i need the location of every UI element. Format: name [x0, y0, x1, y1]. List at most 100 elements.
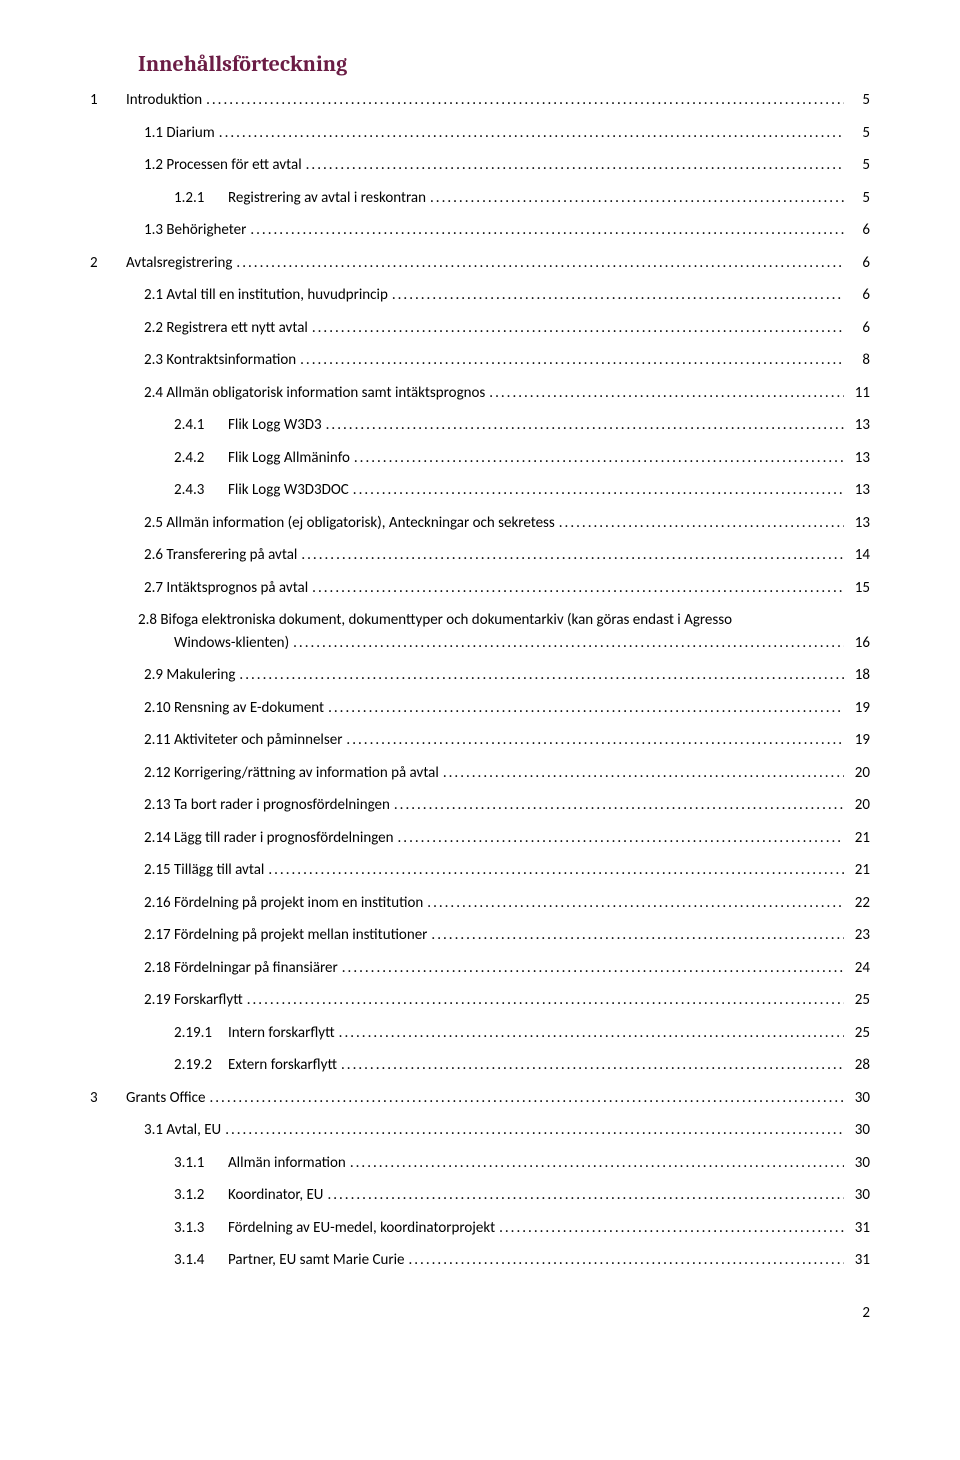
toc-entry-label: 2.19 Forskarflytt: [144, 989, 243, 1012]
toc-leader: [341, 1054, 844, 1077]
toc-leader: [236, 252, 844, 275]
toc-entry[interactable]: 2.14 Lägg till rader i prognosfördelning…: [90, 827, 870, 850]
toc-entry[interactable]: 1.2.1Registrering av avtal i reskontran5: [90, 187, 870, 210]
toc-leader: [268, 859, 844, 882]
toc-container: 1Introduktion51.1 Diarium51.2 Processen …: [90, 89, 870, 1272]
toc-entry-number: 1.2.1: [174, 187, 222, 210]
toc-entry-page: 5: [848, 187, 870, 210]
toc-entry-label: 2.9 Makulering: [144, 664, 235, 687]
toc-entry[interactable]: 2.4 Allmän obligatorisk information samt…: [90, 382, 870, 405]
toc-leader: [300, 349, 844, 372]
toc-entry[interactable]: 2.8 Bifoga elektroniska dokument, dokume…: [90, 609, 870, 654]
toc-entry-label: 1.2 Processen för ett avtal: [144, 154, 302, 177]
toc-entry-label: 2.14 Lägg till rader i prognosfördelning…: [144, 827, 394, 850]
toc-entry-label: Introduktion: [126, 89, 202, 112]
toc-entry-label: Intern forskarflytt: [228, 1022, 335, 1045]
toc-leader: [342, 957, 844, 980]
toc-leader: [354, 447, 844, 470]
toc-leader: [392, 284, 844, 307]
toc-entry[interactable]: 2.2 Registrera ett nytt avtal6: [90, 317, 870, 340]
toc-entry[interactable]: 2.4.3Flik Logg W3D3DOC13: [90, 479, 870, 502]
toc-entry-page: 21: [848, 859, 870, 882]
toc-entry[interactable]: 2.3 Kontraktsinformation8: [90, 349, 870, 372]
toc-entry[interactable]: 2Avtalsregistrering6: [90, 252, 870, 275]
toc-leader: [327, 1184, 844, 1207]
toc-entry[interactable]: 2.10 Rensning av E-dokument 19: [90, 697, 870, 720]
toc-entry-page: 30: [848, 1087, 870, 1110]
toc-entry[interactable]: 2.12 Korrigering/rättning av information…: [90, 762, 870, 785]
toc-entry[interactable]: 2.11 Aktiviteter och påminnelser19: [90, 729, 870, 752]
toc-entry-page: 18: [848, 664, 870, 687]
toc-entry[interactable]: 1.3 Behörigheter6: [90, 219, 870, 242]
toc-entry-page: 31: [848, 1217, 870, 1240]
toc-entry-label: 2.7 Intäktsprognos på avtal: [144, 577, 308, 600]
toc-entry-label: Avtalsregistrering: [126, 252, 232, 275]
toc-entry[interactable]: 3.1.2 Koordinator, EU 30: [90, 1184, 870, 1207]
toc-entry[interactable]: 3.1.4Partner, EU samt Marie Curie31: [90, 1249, 870, 1272]
toc-entry[interactable]: 2.4.2Flik Logg Allmäninfo13: [90, 447, 870, 470]
toc-entry-number: 3.1.2: [174, 1184, 222, 1207]
toc-leader: [394, 794, 844, 817]
toc-leader: [301, 544, 844, 567]
toc-entry-page: 20: [848, 794, 870, 817]
toc-entry-number: 2: [90, 252, 108, 275]
toc-entry-label: 2.1 Avtal till en institution, huvudprin…: [144, 284, 388, 307]
toc-leader: [398, 827, 845, 850]
toc-entry-number: 3.1.4: [174, 1249, 222, 1272]
toc-entry-label: 2.10 Rensning av E-dokument: [144, 697, 324, 720]
toc-entry-number: 3: [90, 1087, 108, 1110]
toc-entry-label: 2.3 Kontraktsinformation: [144, 349, 296, 372]
toc-entry-label: 2.6 Transferering på avtal: [144, 544, 297, 567]
toc-entry-label: 2.18 Fördelningar på finansiärer: [144, 957, 338, 980]
toc-entry[interactable]: 2.15 Tillägg till avtal21: [90, 859, 870, 882]
toc-entry[interactable]: 2.9 Makulering 18: [90, 664, 870, 687]
toc-entry-label: Grants Office: [126, 1087, 205, 1110]
toc-entry-label: Flik Logg W3D3: [228, 414, 322, 437]
toc-entry[interactable]: 3 Grants Office 30: [90, 1087, 870, 1110]
toc-entry[interactable]: 1.1 Diarium5: [90, 122, 870, 145]
toc-leader: [250, 219, 844, 242]
toc-leader: [225, 1119, 844, 1142]
toc-entry-number: 2.4.2: [174, 447, 222, 470]
toc-entry[interactable]: 3.1 Avtal, EU30: [90, 1119, 870, 1142]
toc-entry-page: 30: [848, 1184, 870, 1207]
toc-entry[interactable]: 2.5 Allmän information (ej obligatorisk)…: [90, 512, 870, 535]
toc-entry-page: 25: [848, 989, 870, 1012]
toc-entry-label: Extern forskarflytt: [228, 1054, 337, 1077]
toc-entry-label: 2.4 Allmän obligatorisk information samt…: [144, 382, 485, 405]
toc-entry[interactable]: 2.7 Intäktsprognos på avtal15: [90, 577, 870, 600]
toc-entry[interactable]: 2.17 Fördelning på projekt mellan instit…: [90, 924, 870, 947]
toc-entry[interactable]: 2.18 Fördelningar på finansiärer24: [90, 957, 870, 980]
footer-page-number: 2: [90, 1302, 870, 1325]
toc-entry-label: Partner, EU samt Marie Curie: [228, 1249, 404, 1272]
toc-entry-page: 13: [848, 447, 870, 470]
toc-entry[interactable]: 2.1 Avtal till en institution, huvudprin…: [90, 284, 870, 307]
toc-entry[interactable]: 2.13 Ta bort rader i prognosfördelningen…: [90, 794, 870, 817]
toc-entry-number: 2.4.3: [174, 479, 222, 502]
toc-leader: [339, 1022, 844, 1045]
toc-entry-page: 5: [848, 89, 870, 112]
toc-entry-page: 11: [848, 382, 870, 405]
toc-entry-page: 22: [848, 892, 870, 915]
toc-leader: [328, 697, 844, 720]
toc-entry[interactable]: 3.1.1Allmän information30: [90, 1152, 870, 1175]
toc-entry-label: Koordinator, EU: [228, 1184, 323, 1207]
toc-entry-label: 2.13 Ta bort rader i prognosfördelningen: [144, 794, 390, 817]
toc-entry-page: 19: [848, 697, 870, 720]
toc-entry-page: 30: [848, 1119, 870, 1142]
toc-entry[interactable]: 3.1.3Fördelning av EU-medel, koordinator…: [90, 1217, 870, 1240]
toc-entry-label: 2.11 Aktiviteter och påminnelser: [144, 729, 342, 752]
toc-leader: [312, 317, 844, 340]
toc-entry-label-continuation: Windows-klienten): [174, 632, 289, 655]
toc-leader: [408, 1249, 844, 1272]
toc-entry[interactable]: 2.19 Forskarflytt 25: [90, 989, 870, 1012]
toc-entry[interactable]: 1Introduktion5: [90, 89, 870, 112]
toc-entry[interactable]: 2.16 Fördelning på projekt inom en insti…: [90, 892, 870, 915]
toc-entry-line1: 2.8 Bifoga elektroniska dokument, dokume…: [138, 609, 870, 632]
toc-entry[interactable]: 2.19.1Intern forskarflytt25: [90, 1022, 870, 1045]
toc-entry[interactable]: 1.2 Processen för ett avtal5: [90, 154, 870, 177]
toc-entry[interactable]: 2.6 Transferering på avtal14: [90, 544, 870, 567]
toc-entry-label: 2.12 Korrigering/rättning av information…: [144, 762, 439, 785]
toc-entry[interactable]: 2.19.2Extern forskarflytt28: [90, 1054, 870, 1077]
toc-entry[interactable]: 2.4.1Flik Logg W3D313: [90, 414, 870, 437]
